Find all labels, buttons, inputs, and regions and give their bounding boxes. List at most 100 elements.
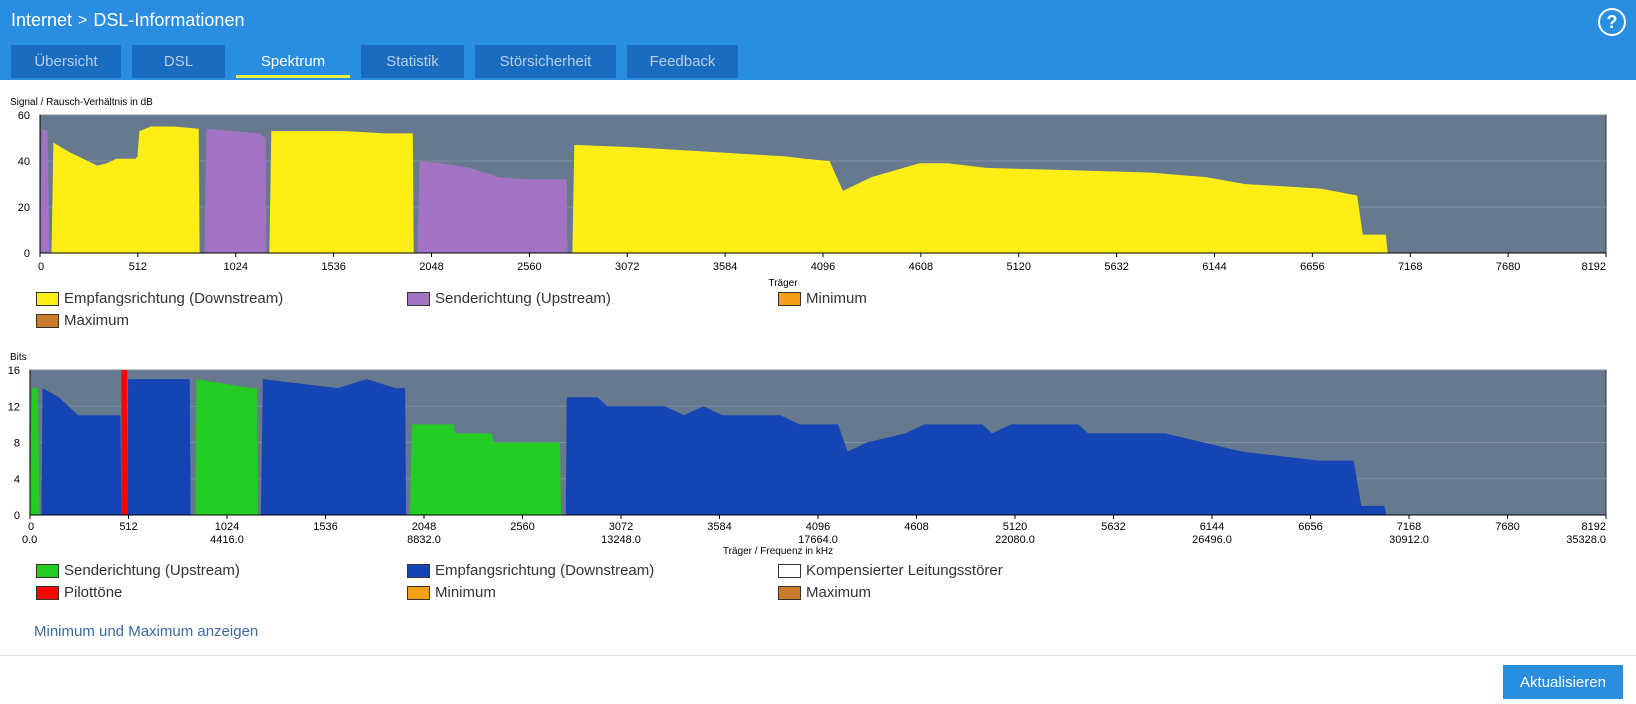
legend-item: Senderichtung (Upstream) xyxy=(36,562,240,579)
y-tick-label: 8 xyxy=(14,438,20,450)
show-min-max-link[interactable]: Minimum und Maximum anzeigen xyxy=(34,623,259,640)
breadcrumb-current: DSL-Informationen xyxy=(93,10,245,30)
x-axis-label: Träger / Frequenz in kHz xyxy=(723,546,833,557)
x-tick-label: 1536 xyxy=(313,521,337,533)
y-tick-label: 0 xyxy=(24,248,30,260)
freq-tick-label: 0.0 xyxy=(22,534,37,546)
x-tick-label: 8192 xyxy=(1582,261,1606,273)
x-tick-label: 6144 xyxy=(1202,261,1226,273)
tab-feedback[interactable]: Feedback xyxy=(627,45,738,78)
legend-item: Maximum xyxy=(36,312,129,329)
y-tick-label: 0 xyxy=(14,510,20,522)
x-axis-label: Träger xyxy=(768,278,798,289)
chart-title: Signal / Rausch-Verhältnis in dB xyxy=(10,97,153,108)
series-area xyxy=(204,128,267,253)
x-tick-label: 3072 xyxy=(609,521,633,533)
legend-label: Pilottöne xyxy=(64,584,123,601)
tab-bar: Übersicht DSL Spektrum Statistik Störsic… xyxy=(11,45,749,78)
legend-swatch xyxy=(407,563,430,578)
legend-label: Maximum xyxy=(64,312,130,329)
tab-uebersicht[interactable]: Übersicht xyxy=(11,45,121,78)
refresh-button[interactable]: Aktualisieren xyxy=(1503,665,1623,699)
freq-tick-label: 8832.0 xyxy=(407,534,441,546)
legend-label: Senderichtung (Upstream) xyxy=(435,290,611,307)
x-tick-label: 7680 xyxy=(1495,521,1519,533)
series-area xyxy=(51,126,200,253)
x-tick-label: 8192 xyxy=(1582,521,1606,533)
legend-swatch xyxy=(407,291,430,306)
x-tick-label: 1536 xyxy=(321,261,345,273)
chart-title: Bits xyxy=(10,352,27,363)
x-tick-label: 4608 xyxy=(904,521,928,533)
legend-swatch xyxy=(36,313,59,328)
tab-dsl[interactable]: DSL xyxy=(132,45,225,78)
legend-item: Empfangsrichtung (Downstream) xyxy=(407,562,654,579)
x-tick-label: 4096 xyxy=(811,261,835,273)
x-tick-label: 3584 xyxy=(707,521,731,533)
legend-item: Maximum xyxy=(778,584,871,601)
x-tick-label: 7680 xyxy=(1496,261,1520,273)
x-tick-label: 6144 xyxy=(1200,521,1224,533)
legend-item: Senderichtung (Upstream) xyxy=(407,290,611,307)
series-area xyxy=(30,388,40,515)
legend-item: Pilottöne xyxy=(36,584,122,601)
help-icon[interactable]: ? xyxy=(1598,8,1626,36)
series-area xyxy=(195,379,258,515)
x-tick-label: 7168 xyxy=(1398,261,1422,273)
x-tick-label: 2560 xyxy=(517,261,541,273)
x-tick-label: 6656 xyxy=(1300,261,1324,273)
x-tick-label: 2048 xyxy=(419,261,443,273)
freq-tick-label: 17664.0 xyxy=(798,534,838,546)
series-area xyxy=(565,397,1387,515)
freq-tick-label: 26496.0 xyxy=(1192,534,1232,546)
x-tick-label: 4096 xyxy=(806,521,830,533)
legend-label: Minimum xyxy=(435,584,496,601)
freq-tick-label: 22080.0 xyxy=(995,534,1035,546)
legend-swatch xyxy=(778,585,801,600)
header-bar: Internet > DSL-Informationen ? Übersicht… xyxy=(0,0,1636,80)
legend-item: Minimum xyxy=(407,584,496,601)
series-area xyxy=(417,161,568,253)
legend-item: Empfangsrichtung (Downstream) xyxy=(36,290,283,307)
tab-stoersicherheit[interactable]: Störsicherheit xyxy=(475,45,616,78)
series-area xyxy=(572,144,1388,253)
x-tick-label: 512 xyxy=(119,521,137,533)
x-tick-label: 5632 xyxy=(1101,521,1125,533)
x-tick-label: 512 xyxy=(129,261,147,273)
x-tick-label: 5632 xyxy=(1104,261,1128,273)
divider xyxy=(0,655,1636,656)
x-tick-label: 0 xyxy=(28,521,34,533)
x-tick-label: 0 xyxy=(38,261,44,273)
x-tick-label: 5120 xyxy=(1003,521,1027,533)
series-area xyxy=(41,388,122,515)
legend-swatch xyxy=(36,563,59,578)
legend-item: Minimum xyxy=(778,290,867,307)
chevron-right-icon: > xyxy=(78,11,88,29)
legend-label: Maximum xyxy=(806,584,872,601)
x-tick-label: 1024 xyxy=(215,521,239,533)
x-tick-label: 5120 xyxy=(1007,261,1031,273)
y-tick-label: 12 xyxy=(8,401,20,413)
x-tick-label: 2048 xyxy=(412,521,436,533)
x-tick-label: 3072 xyxy=(615,261,639,273)
x-tick-label: 2560 xyxy=(510,521,534,533)
freq-tick-label: 4416.0 xyxy=(210,534,244,546)
y-tick-label: 60 xyxy=(18,110,30,122)
breadcrumb-root[interactable]: Internet xyxy=(11,10,73,30)
legend-label: Kompensierter Leitungsstörer xyxy=(806,562,1003,579)
x-tick-label: 4608 xyxy=(909,261,933,273)
series-area xyxy=(410,424,561,515)
legend-label: Empfangsrichtung (Downstream) xyxy=(435,562,655,579)
series-area xyxy=(40,128,50,253)
y-tick-label: 40 xyxy=(18,156,30,168)
tab-statistik[interactable]: Statistik xyxy=(361,45,464,78)
freq-tick-label: 13248.0 xyxy=(601,534,641,546)
x-tick-label: 6656 xyxy=(1298,521,1322,533)
y-tick-label: 20 xyxy=(18,202,30,214)
series-area xyxy=(127,379,191,515)
spectrum-charts: Signal / Rausch-Verhältnis in dB02040600… xyxy=(8,97,1607,557)
freq-tick-label: 35328.0 xyxy=(1566,534,1606,546)
series-area xyxy=(269,131,414,253)
y-tick-label: 4 xyxy=(14,474,20,486)
tab-spektrum[interactable]: Spektrum xyxy=(236,45,350,78)
